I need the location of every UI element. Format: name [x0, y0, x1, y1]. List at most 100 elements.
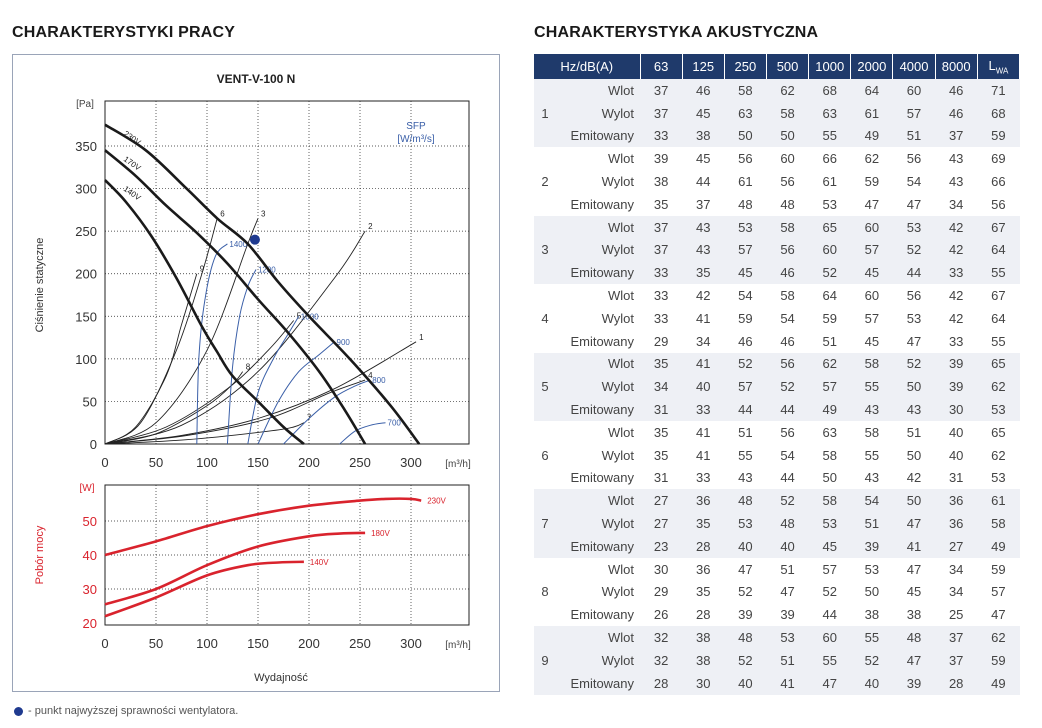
value-cell: 47: [738, 561, 753, 577]
value-cell: 38: [906, 607, 922, 623]
value-cell: 50: [766, 124, 809, 148]
table-row: Emitowany 33 35 45 46 52 45 44 33 55: [534, 261, 1020, 285]
value-cell: 49: [977, 671, 1020, 695]
source-label-cell: Wlot: [556, 79, 641, 102]
value-cell: 64: [991, 310, 1006, 326]
value-cell: 46: [682, 79, 725, 102]
value-cell: 33: [948, 333, 964, 349]
value-cell: 62: [977, 626, 1020, 649]
value-cell: 50: [892, 489, 936, 513]
table-row: Wylot 29 35 52 47 52 50 45 34 57: [534, 581, 1020, 604]
value-cell: 58: [808, 489, 851, 513]
value-cell: 55: [977, 261, 1020, 285]
value-cell: 56: [766, 238, 809, 262]
value-cell: 50: [906, 447, 922, 463]
value-cell: 35: [682, 261, 725, 285]
value-cell: 28: [682, 534, 725, 558]
bottom-y-tick-label: 20: [83, 616, 97, 631]
value-cell: 41: [766, 671, 809, 695]
value-cell: 28: [696, 607, 711, 623]
value-cell: 56: [766, 352, 809, 376]
bottom-y-unit: [W]: [80, 483, 95, 494]
system-curve-label: 6: [220, 209, 225, 218]
top-y-tick-label: 150: [75, 309, 97, 324]
value-cell: 44: [766, 398, 809, 421]
system-curve-8: [104, 371, 244, 445]
value-cell: 53: [724, 512, 767, 535]
value-cell: 35: [653, 424, 669, 440]
source-label-cell: Emitowany: [570, 470, 635, 486]
value-cell: 47: [906, 561, 922, 577]
value-cell: 36: [935, 489, 978, 513]
performance-chart-panel: VENT-V-100 N 0 50 100 150 200 250 300 350 0 50 100 1…: [12, 54, 500, 692]
value-cell: 66: [822, 151, 837, 167]
value-cell: 27: [640, 489, 683, 513]
top-y-tick-label: 50: [83, 394, 97, 409]
value-cell: 34: [948, 196, 964, 212]
sfp-curve-1000: [247, 316, 300, 445]
value-cell: 33: [640, 124, 683, 148]
sfp-curve-label: 900: [337, 338, 351, 347]
group-id-cell: 8: [541, 584, 549, 600]
header-cell: Hz/dB(A): [534, 54, 641, 79]
power-curve-180V: [104, 531, 366, 606]
value-cell: 59: [738, 310, 753, 326]
value-cell: 29: [653, 584, 669, 600]
sfp-curve-800: [283, 379, 371, 445]
value-cell: 60: [780, 151, 795, 167]
value-cell: 53: [991, 470, 1006, 486]
value-cell: 28: [935, 671, 978, 695]
bottom-y-axis-label: Pobór mocy: [34, 525, 46, 584]
source-label-cell: Emitowany: [556, 398, 641, 421]
header-cell: 4000: [892, 54, 936, 79]
value-cell: 57: [724, 238, 767, 262]
system-curve-2: [104, 230, 366, 445]
table-row: Wylot 33 41 59 54 59 57 53 42 64: [534, 307, 1020, 330]
system-curve-1: [104, 341, 417, 445]
value-cell: 26: [653, 607, 669, 623]
value-cell: 44: [892, 261, 936, 285]
header-cell: 2000: [850, 54, 894, 79]
value-cell: 65: [991, 424, 1006, 440]
value-cell: 33: [696, 470, 711, 486]
value-cell: 31: [640, 398, 683, 421]
value-cell: 61: [822, 174, 837, 190]
header-cell: 1000: [808, 54, 852, 79]
value-cell: 57: [864, 310, 880, 326]
top-y-tick-label: 250: [75, 224, 97, 239]
value-cell: 51: [738, 424, 753, 440]
bottom-x-tick-label: 0: [101, 636, 108, 651]
value-cell: 47: [864, 196, 880, 212]
table-row: 2 Wlot 39 45 56 60 66 62 56 43 69: [534, 147, 1020, 189]
sfp-curve-label: 800: [372, 376, 386, 385]
value-cell: 46: [766, 261, 809, 285]
value-cell: 67: [977, 215, 1020, 239]
value-cell: 29: [653, 333, 669, 349]
value-cell: 55: [808, 124, 851, 148]
value-cell: 66: [991, 174, 1006, 190]
value-cell: 40: [766, 534, 809, 558]
value-cell: 41: [696, 447, 711, 463]
value-cell: 42: [906, 470, 922, 486]
system-curve-label: 9: [200, 265, 205, 274]
top-x-tick-label: 150: [247, 455, 269, 470]
value-cell: 54: [780, 447, 795, 463]
source-label-cell: Emitowany: [556, 124, 641, 148]
top-y-tick-label: 350: [75, 139, 97, 154]
top-x-tick-label: 300: [400, 455, 422, 470]
group-id-cell: 4: [541, 310, 549, 326]
value-cell: 57: [850, 238, 893, 262]
value-cell: 55: [991, 333, 1006, 349]
value-cell: 40: [724, 534, 767, 558]
value-cell: 38: [682, 626, 725, 649]
value-cell: 53: [766, 626, 809, 649]
value-cell: 58: [977, 512, 1020, 535]
group-id-cell: 7: [534, 489, 556, 558]
value-cell: 56: [906, 288, 922, 304]
table-body: 1 Wlot 37 46 58 62 68 64 60 46 71 Wylot 37 45 63 58 63 61…: [534, 79, 1020, 695]
system-curve-6: [104, 218, 218, 445]
acoustic-table: Hz/dB(A) 63 125 250 500 1000 2000 4000 8000 LWA 1…: [534, 54, 1021, 695]
value-cell: 34: [640, 375, 683, 399]
value-cell: 42: [948, 310, 964, 326]
